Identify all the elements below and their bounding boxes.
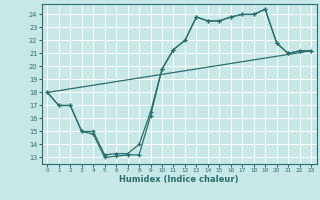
X-axis label: Humidex (Indice chaleur): Humidex (Indice chaleur): [119, 175, 239, 184]
